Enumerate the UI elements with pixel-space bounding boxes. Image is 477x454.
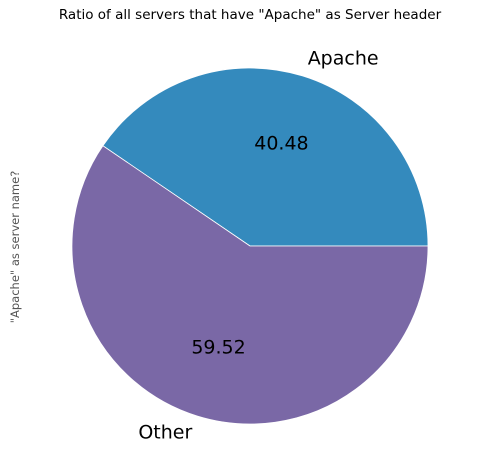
slice-label-other: Other [138, 422, 192, 444]
chart-title: Ratio of all servers that have "Apache" … [59, 7, 442, 23]
pie-slice-apache [102, 67, 429, 247]
pie-slice-other [71, 145, 429, 425]
pie-slices [71, 67, 429, 425]
value-label-apache: 40.48 [254, 132, 308, 154]
pie-labels: Apache 40.48 Other 59.52 [138, 47, 378, 443]
y-axis-label: "Apache" as server name? [8, 171, 22, 324]
value-label-other: 59.52 [191, 337, 245, 359]
slice-label-apache: Apache [308, 47, 379, 69]
